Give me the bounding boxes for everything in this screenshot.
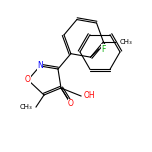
Text: CH₃: CH₃ — [119, 39, 132, 45]
Text: N: N — [37, 62, 43, 71]
Text: OH: OH — [84, 92, 96, 100]
Text: F: F — [102, 45, 106, 54]
Text: O: O — [68, 100, 74, 109]
Text: CH₃: CH₃ — [19, 104, 32, 110]
Text: O: O — [25, 76, 31, 85]
